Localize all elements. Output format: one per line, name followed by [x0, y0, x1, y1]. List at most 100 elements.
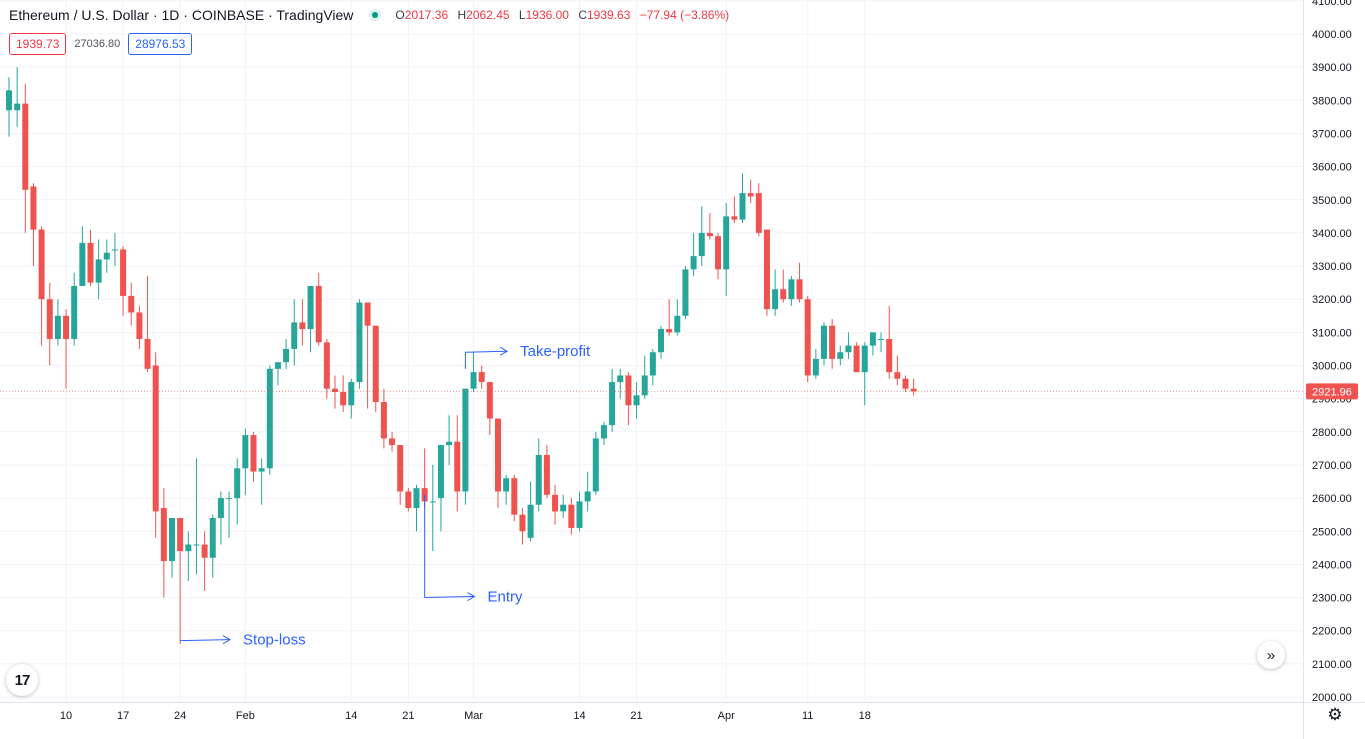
- candle-body: [242, 435, 249, 469]
- candle-body: [698, 232, 705, 257]
- candle-body: [177, 517, 184, 552]
- candle-body: [356, 302, 363, 383]
- candle-up: [861, 342, 868, 406]
- candle-up: [258, 458, 265, 505]
- candle-up: [54, 299, 61, 346]
- candle-body: [283, 348, 290, 363]
- candle-body: [332, 388, 338, 393]
- price-tick-label: 4100.00: [1312, 0, 1352, 8]
- time-tick-label: 18: [859, 710, 871, 722]
- candle-body: [886, 338, 893, 373]
- ohlc-values: O2017.36 H2062.45 L1936.00 C1939.63 −77.…: [395, 8, 735, 22]
- candle-body: [772, 289, 779, 310]
- candle-body: [641, 375, 648, 396]
- candle-body: [266, 368, 273, 469]
- candle-up: [878, 332, 885, 353]
- candle-up: [649, 348, 656, 386]
- scroll-to-realtime-button[interactable]: »: [1257, 641, 1285, 669]
- candle-body: [291, 322, 298, 349]
- candle-down: [315, 272, 322, 346]
- candle-up: [6, 77, 12, 137]
- candle-down: [552, 484, 559, 525]
- candle-down: [144, 275, 151, 373]
- candle-body: [209, 517, 216, 558]
- candle-body: [853, 345, 860, 373]
- buy-price-button[interactable]: 28976.53: [128, 33, 193, 55]
- candle-down: [902, 375, 909, 393]
- candle-body: [299, 322, 306, 330]
- candle-body: [38, 229, 45, 300]
- candle-body: [22, 103, 29, 190]
- candle-down: [894, 355, 901, 386]
- candle-up: [307, 285, 314, 353]
- candle-body: [503, 478, 510, 492]
- candle-down: [152, 352, 159, 538]
- candle-up: [274, 362, 281, 386]
- annotation-take-profit: Take-profit: [465, 343, 591, 360]
- price-tick-label: 3000.00: [1312, 361, 1352, 373]
- candle-body: [894, 372, 901, 379]
- annotation-stop-loss: Stop-loss: [180, 632, 306, 649]
- annotation-arrow-head: [499, 346, 509, 356]
- candle-body: [136, 312, 143, 339]
- price-tick-label: 2200.00: [1312, 626, 1352, 638]
- candle-down: [22, 83, 29, 233]
- price-tick-label: 2000.00: [1312, 692, 1352, 704]
- price-tick-label: 3100.00: [1312, 327, 1352, 339]
- candle-body: [226, 498, 233, 500]
- candle-body: [103, 252, 110, 260]
- time-tick-label: 24: [174, 710, 186, 722]
- candle-up: [812, 348, 819, 379]
- candle-up: [283, 338, 290, 369]
- gear-icon: ⚙: [1327, 705, 1343, 724]
- sell-price-button[interactable]: 1939.73: [9, 33, 67, 55]
- annotation-arrow-head: [222, 635, 232, 645]
- candle-down: [250, 431, 257, 482]
- candle-body: [46, 299, 53, 339]
- time-axis[interactable]: 10 17 24 Feb 14 21 Mar 14 21 Apr 11 18: [0, 702, 1365, 723]
- candle-down: [380, 388, 387, 449]
- candle-up: [633, 382, 640, 419]
- close-value: 1939.63: [587, 8, 631, 22]
- candle-body: [413, 488, 420, 509]
- candle-up: [193, 458, 200, 575]
- candle-body: [397, 445, 404, 492]
- candle-up: [576, 491, 583, 532]
- candle-body: [185, 544, 192, 552]
- candle-body: [120, 249, 127, 296]
- candle-body: [747, 193, 754, 197]
- candle-down: [796, 262, 803, 303]
- price-tick-label: 3600.00: [1312, 162, 1352, 174]
- time-tick-label: Apr: [718, 710, 735, 722]
- candle-body: [527, 504, 534, 538]
- candle-body: [552, 494, 559, 512]
- candle-up: [527, 481, 534, 542]
- candle-up: [617, 368, 624, 399]
- candle-down: [177, 517, 184, 644]
- candle-up: [217, 491, 224, 545]
- symbol-title[interactable]: Ethereum / U.S. Dollar · 1D · COINBASE ·…: [9, 7, 354, 23]
- candle-body: [837, 352, 844, 359]
- candle-up: [641, 355, 648, 399]
- candle-up: [869, 332, 876, 356]
- candle-down: [625, 372, 632, 426]
- candle-body: [478, 372, 485, 383]
- candle-up: [446, 415, 453, 465]
- candle-body: [845, 345, 852, 353]
- candle-body: [372, 325, 379, 402]
- candle-body: [829, 325, 836, 359]
- chart-settings-button[interactable]: ⚙: [1326, 705, 1344, 724]
- trade-price-boxes: 1939.73 27036.80 28976.53: [9, 33, 193, 55]
- tradingview-logo-icon[interactable]: 17: [6, 664, 38, 696]
- candle-body: [437, 445, 444, 499]
- candle-up: [503, 474, 510, 505]
- candle-body: [568, 504, 575, 528]
- candle-down: [160, 488, 167, 598]
- candle-down: [87, 229, 94, 286]
- candle-down: [397, 445, 404, 505]
- candle-body: [340, 392, 347, 406]
- candle-body: [95, 259, 102, 283]
- candle-down: [299, 299, 306, 346]
